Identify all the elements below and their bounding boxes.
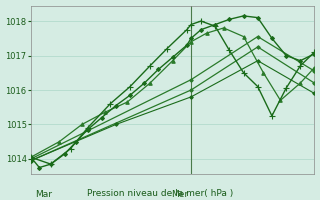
Text: Mar: Mar — [35, 190, 52, 199]
Text: Mer: Mer — [172, 190, 189, 199]
Text: Pression niveau de la mer( hPa ): Pression niveau de la mer( hPa ) — [87, 189, 233, 198]
